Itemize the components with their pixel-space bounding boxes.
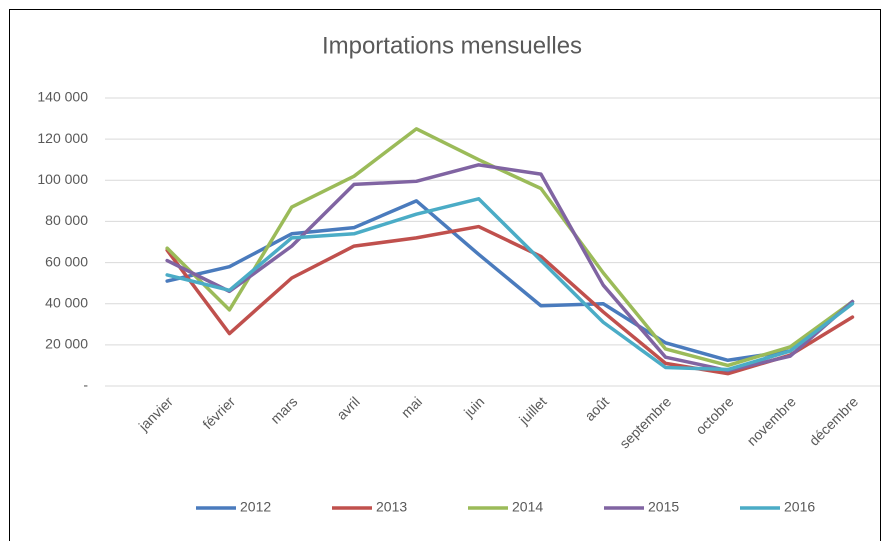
legend-label: 2013 (376, 499, 407, 515)
y-tick-label: 60 000 (45, 253, 88, 269)
line (165, 224, 855, 376)
legend-label: 2015 (648, 499, 679, 515)
line (165, 197, 855, 372)
chart-border (9, 9, 881, 541)
legend-label: 2014 (512, 499, 543, 515)
y-tick-label: - (83, 377, 88, 393)
y-tick-label: 80 000 (45, 212, 88, 228)
legend-label: 2016 (784, 499, 815, 515)
chart-title: Importations mensuelles (322, 32, 582, 59)
line (165, 199, 855, 363)
y-tick-label: 120 000 (37, 130, 88, 146)
y-tick-label: 20 000 (45, 336, 88, 352)
y-tick-label: 40 000 (45, 294, 88, 310)
y-tick-label: 100 000 (37, 171, 88, 187)
legend-label: 2012 (240, 499, 271, 515)
y-tick-label: 140 000 (37, 89, 88, 105)
line (165, 127, 855, 368)
